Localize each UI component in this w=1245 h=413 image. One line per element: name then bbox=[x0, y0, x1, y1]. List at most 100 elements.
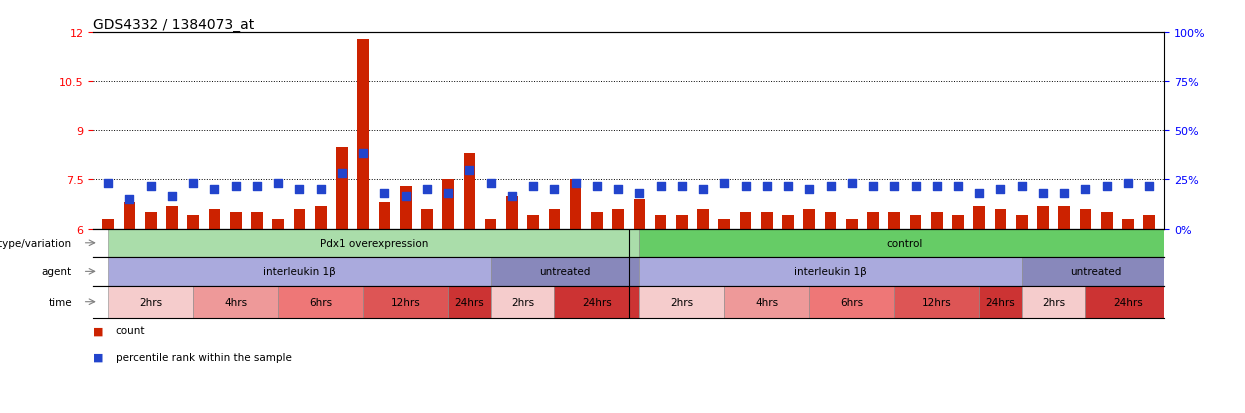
Bar bbox=[188, 216, 199, 229]
Point bbox=[354, 151, 374, 157]
Point bbox=[565, 180, 585, 187]
Bar bbox=[294, 209, 305, 229]
Bar bbox=[273, 219, 284, 229]
Point bbox=[884, 183, 904, 190]
Bar bbox=[315, 206, 326, 229]
Bar bbox=[1016, 216, 1027, 229]
Bar bbox=[1079, 209, 1092, 229]
Bar bbox=[640, 286, 725, 318]
Point bbox=[162, 193, 182, 199]
Text: GDS4332 / 1384073_at: GDS4332 / 1384073_at bbox=[93, 18, 255, 32]
Text: 12hrs: 12hrs bbox=[921, 297, 951, 307]
Point bbox=[1139, 183, 1159, 190]
Bar bbox=[824, 213, 837, 229]
Bar bbox=[1037, 206, 1048, 229]
Text: 24hrs: 24hrs bbox=[581, 297, 611, 307]
Text: time: time bbox=[49, 297, 72, 307]
Text: 2hrs: 2hrs bbox=[670, 297, 693, 307]
Bar bbox=[193, 286, 278, 318]
Text: untreated: untreated bbox=[1071, 267, 1122, 277]
Bar bbox=[591, 213, 603, 229]
Text: 24hrs: 24hrs bbox=[986, 297, 1016, 307]
Point bbox=[120, 196, 139, 203]
Point bbox=[225, 183, 245, 190]
Point bbox=[1097, 183, 1117, 190]
Bar bbox=[1022, 286, 1086, 318]
Point bbox=[693, 187, 713, 193]
Point bbox=[586, 183, 606, 190]
Bar bbox=[761, 213, 773, 229]
Bar bbox=[123, 203, 136, 229]
Point bbox=[1118, 180, 1138, 187]
Text: untreated: untreated bbox=[539, 267, 590, 277]
Point bbox=[98, 180, 118, 187]
Text: Pdx1 overexpression: Pdx1 overexpression bbox=[320, 238, 428, 248]
Bar bbox=[640, 257, 1022, 286]
Bar bbox=[725, 286, 809, 318]
Text: ■: ■ bbox=[93, 352, 103, 362]
Text: count: count bbox=[116, 325, 146, 335]
Bar bbox=[491, 257, 640, 286]
Bar bbox=[974, 206, 985, 229]
Text: 24hrs: 24hrs bbox=[1113, 297, 1143, 307]
Text: 12hrs: 12hrs bbox=[391, 297, 421, 307]
Bar bbox=[868, 213, 879, 229]
Bar bbox=[995, 209, 1006, 229]
Point bbox=[757, 183, 777, 190]
Point bbox=[926, 183, 946, 190]
Point bbox=[991, 187, 1011, 193]
Bar bbox=[980, 286, 1022, 318]
Bar bbox=[528, 216, 539, 229]
Bar bbox=[364, 286, 448, 318]
Point bbox=[247, 183, 266, 190]
Bar bbox=[378, 203, 390, 229]
Bar bbox=[1143, 216, 1155, 229]
Bar bbox=[655, 216, 666, 229]
Point bbox=[947, 183, 967, 190]
Bar bbox=[336, 147, 347, 229]
Bar bbox=[570, 180, 581, 229]
Point bbox=[778, 183, 798, 190]
Point bbox=[268, 180, 288, 187]
Point bbox=[544, 187, 564, 193]
Bar bbox=[357, 40, 369, 229]
Bar bbox=[1101, 213, 1113, 229]
Point bbox=[905, 183, 925, 190]
Bar bbox=[491, 286, 554, 318]
Point bbox=[332, 170, 352, 177]
Bar bbox=[1086, 286, 1170, 318]
Bar bbox=[640, 229, 1170, 257]
Point bbox=[417, 187, 437, 193]
Bar bbox=[463, 154, 476, 229]
Bar bbox=[1022, 257, 1170, 286]
Bar bbox=[421, 209, 433, 229]
Text: genotype/variation: genotype/variation bbox=[0, 238, 72, 248]
Bar bbox=[718, 219, 730, 229]
Point bbox=[630, 190, 650, 196]
Bar bbox=[740, 213, 752, 229]
Bar bbox=[803, 209, 815, 229]
Bar bbox=[400, 187, 412, 229]
Bar bbox=[144, 213, 157, 229]
Text: control: control bbox=[886, 238, 923, 248]
Point bbox=[1055, 190, 1074, 196]
Bar bbox=[108, 257, 491, 286]
Point bbox=[842, 180, 862, 187]
Text: percentile rank within the sample: percentile rank within the sample bbox=[116, 352, 291, 362]
Point bbox=[1033, 190, 1053, 196]
Point bbox=[863, 183, 883, 190]
Text: 2hrs: 2hrs bbox=[1042, 297, 1066, 307]
Point bbox=[311, 187, 331, 193]
Bar bbox=[845, 219, 858, 229]
Bar bbox=[108, 229, 640, 257]
Bar bbox=[1122, 219, 1134, 229]
Point bbox=[396, 193, 416, 199]
Point bbox=[715, 180, 735, 187]
Bar bbox=[209, 209, 220, 229]
Text: ■: ■ bbox=[93, 325, 103, 335]
Bar bbox=[554, 286, 640, 318]
Bar bbox=[889, 213, 900, 229]
Bar bbox=[613, 209, 624, 229]
Bar bbox=[634, 199, 645, 229]
Point bbox=[651, 183, 671, 190]
